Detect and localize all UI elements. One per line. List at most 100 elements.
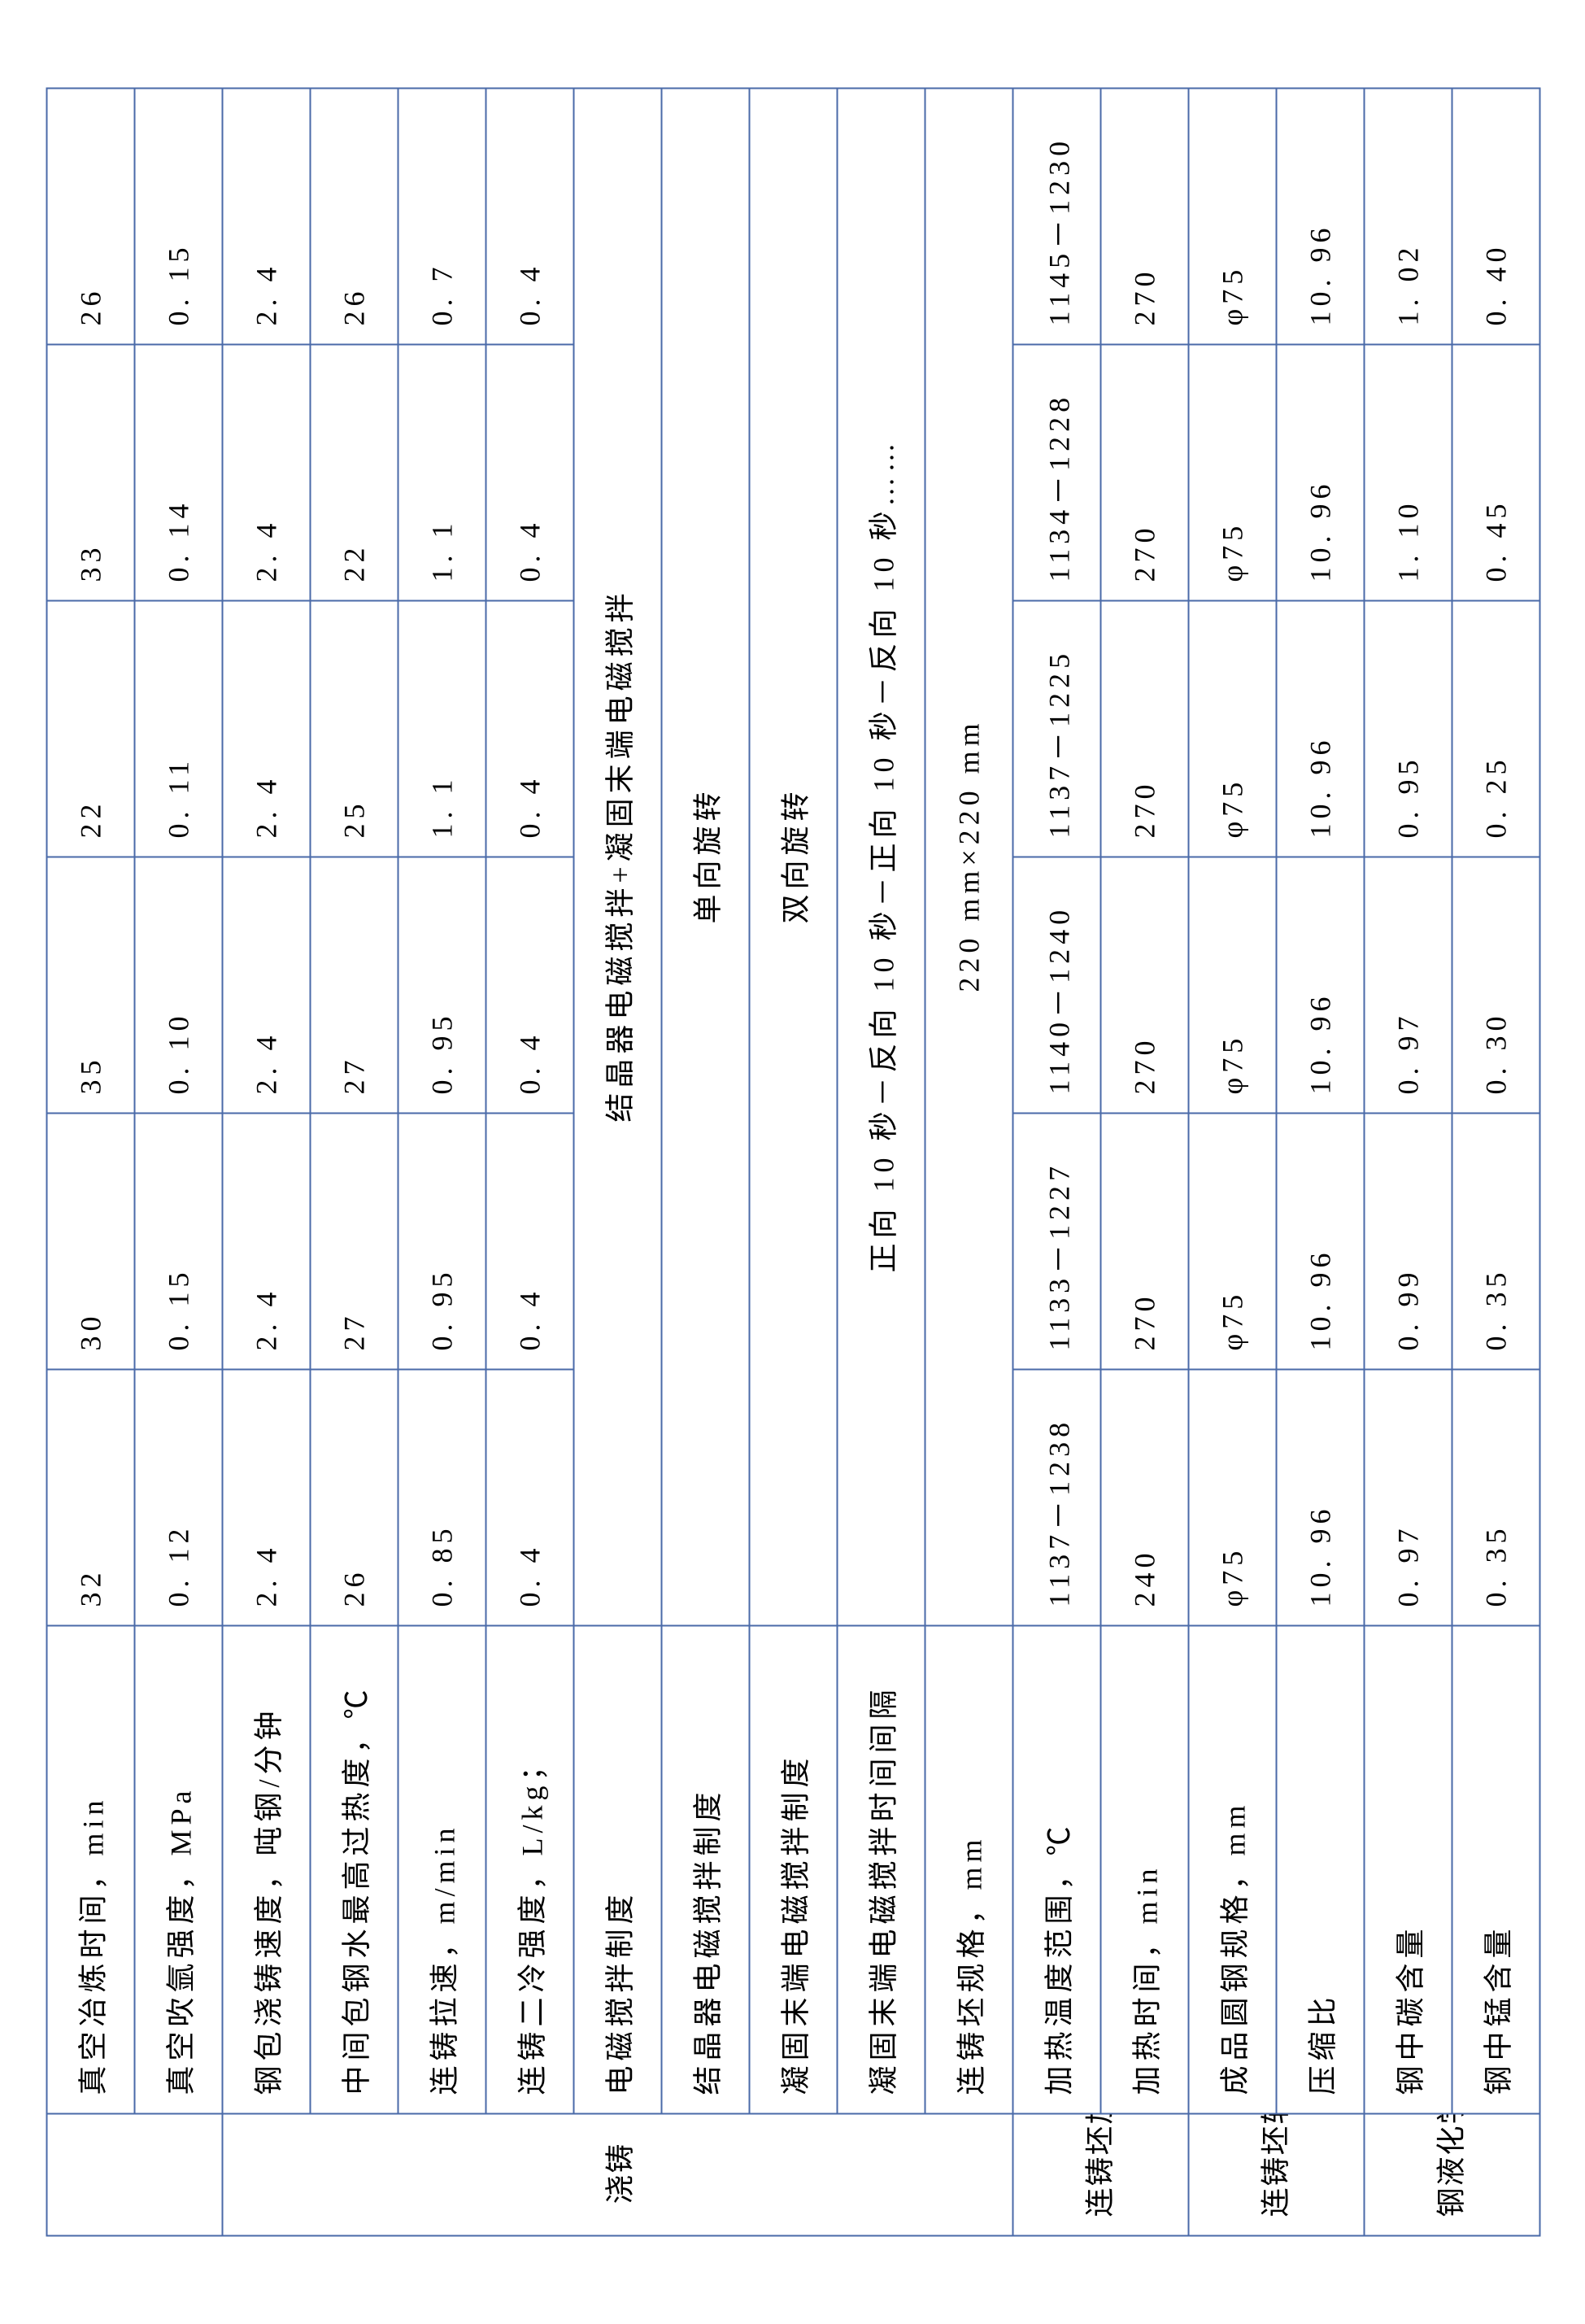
- cell: 0. 10: [134, 857, 222, 1114]
- cell: 1145－1230: [1012, 89, 1100, 345]
- category-chem-label: 钢液化学成分，: [1435, 2114, 1467, 2217]
- param-label: 中间包钢水最高过热度，℃: [310, 1626, 398, 2114]
- cell: 35: [46, 857, 134, 1114]
- param-label: 电磁搅拌制度: [573, 1626, 661, 2114]
- cell: 25: [310, 601, 398, 857]
- cell: 1133－1227: [1012, 1114, 1100, 1370]
- cell: 270: [1100, 1114, 1188, 1370]
- cell: 0. 40: [1452, 89, 1539, 345]
- param-label: 真空吹氩强度，MPa: [134, 1626, 222, 2114]
- cell: 22: [310, 345, 398, 601]
- param-label: 连铸二冷强度，L/kg；: [486, 1626, 573, 2114]
- cell: 0. 15: [134, 1114, 222, 1370]
- category-chem: 钢液化学成分，: [1364, 2114, 1539, 2236]
- param-label: 连铸拉速，m/min: [398, 1626, 486, 2114]
- cell: φ75: [1188, 345, 1276, 601]
- cell: 1. 10: [1364, 345, 1452, 601]
- param-label: 结晶器电磁搅拌制度: [661, 1626, 749, 2114]
- category-roll: 连铸坯轧制: [1188, 2114, 1364, 2236]
- table-row: 凝固末端电磁搅拌时间间隔 正向 10 秒－反向 10 秒－正向 10 秒－反向 …: [837, 89, 925, 2236]
- span-cell: 双向旋转: [749, 89, 837, 1626]
- cell: 0. 4: [486, 601, 573, 857]
- cell: 0. 14: [134, 345, 222, 601]
- table-row: 浇铸 钢包浇铸速度，吨钢/分钟 2. 4 2. 4 2. 4 2. 4 2. 4…: [222, 89, 310, 2236]
- table-row: 连铸拉速，m/min 0. 85 0. 95 0. 95 1. 1 1. 1 0…: [398, 89, 486, 2236]
- table-row: 连铸坯规格，mm 220 mm×220 mm: [925, 89, 1012, 2236]
- span-cell: 结晶器电磁搅拌+凝固末端电磁搅拌: [573, 89, 661, 1626]
- cell: 270: [1100, 89, 1188, 345]
- table-row: 加热时间，min 240 270 270 270 270 270: [1100, 89, 1188, 2236]
- cell: 32: [46, 1370, 134, 1626]
- cell: 22: [46, 601, 134, 857]
- table-row: 真空冶炼时间，min 32 30 35 22 33 26: [46, 89, 134, 2236]
- param-label: 加热时间，min: [1100, 1626, 1188, 2114]
- cell: 2. 4: [222, 89, 310, 345]
- cell: 270: [1100, 601, 1188, 857]
- cell: 2. 4: [222, 345, 310, 601]
- cell: 33: [46, 345, 134, 601]
- cell: 2. 4: [222, 857, 310, 1114]
- cell: 1140－1240: [1012, 857, 1100, 1114]
- cell: 0. 4: [486, 1370, 573, 1626]
- cell: φ75: [1188, 1370, 1276, 1626]
- cell: 10. 96: [1276, 345, 1364, 601]
- cell: 10. 96: [1276, 1114, 1364, 1370]
- cell: 0. 30: [1452, 857, 1539, 1114]
- cell: 26: [46, 89, 134, 345]
- cell: 0. 25: [1452, 601, 1539, 857]
- cell: 1137－1225: [1012, 601, 1100, 857]
- param-label: 加热温度范围，℃: [1012, 1626, 1100, 2114]
- cell: 1134－1228: [1012, 345, 1100, 601]
- table-row: 结晶器电磁搅拌制度 单向旋转: [661, 89, 749, 2236]
- table-row: 连铸二冷强度，L/kg； 0. 4 0. 4 0. 4 0. 4 0. 4 0.…: [486, 89, 573, 2236]
- param-label: 钢中锰含量: [1452, 1626, 1539, 2114]
- cell: 0. 97: [1364, 857, 1452, 1114]
- cell: 1. 1: [398, 601, 486, 857]
- table-row: 钢中锰含量 0. 35 0. 35 0. 30 0. 25 0. 45 0. 4…: [1452, 89, 1539, 2236]
- param-label: 凝固末端电磁搅拌制度: [749, 1626, 837, 2114]
- cell: 0. 97: [1364, 1370, 1452, 1626]
- cell: 0. 85: [398, 1370, 486, 1626]
- cell: 0. 4: [486, 345, 573, 601]
- param-label: 钢包浇铸速度，吨钢/分钟: [222, 1626, 310, 2114]
- category-pour: 浇铸: [222, 2114, 1012, 2236]
- cell: φ75: [1188, 89, 1276, 345]
- cell: 10. 96: [1276, 601, 1364, 857]
- cell: 0. 4: [486, 1114, 573, 1370]
- param-label: 压缩比: [1276, 1626, 1364, 2114]
- cell: 1. 02: [1364, 89, 1452, 345]
- table-row: 电磁搅拌制度 结晶器电磁搅拌+凝固末端电磁搅拌: [573, 89, 661, 2236]
- cell: 0. 4: [486, 857, 573, 1114]
- cell: 10. 96: [1276, 1370, 1364, 1626]
- cell: 0. 95: [1364, 601, 1452, 857]
- cell: 1137－1238: [1012, 1370, 1100, 1626]
- span-cell: 正向 10 秒－反向 10 秒－正向 10 秒－反向 10 秒……: [837, 89, 925, 1626]
- category-reheat-label: 连铸坯加热工艺: [1083, 2114, 1116, 2217]
- cell: 27: [310, 1114, 398, 1370]
- span-cell: 单向旋转: [661, 89, 749, 1626]
- cell: 2. 4: [222, 601, 310, 857]
- cell: 0. 11: [134, 601, 222, 857]
- cell: 240: [1100, 1370, 1188, 1626]
- category-roll-label: 连铸坯轧制: [1259, 2114, 1291, 2217]
- category-blank: [46, 2114, 222, 2236]
- cell: 26: [310, 89, 398, 345]
- table-row: 真空吹氩强度，MPa 0. 12 0. 15 0. 10 0. 11 0. 14…: [134, 89, 222, 2236]
- cell: 0. 15: [134, 89, 222, 345]
- cell: 1. 1: [398, 345, 486, 601]
- cell: 270: [1100, 857, 1188, 1114]
- cell: 0. 35: [1452, 1370, 1539, 1626]
- cell: 0. 45: [1452, 345, 1539, 601]
- cell: 0. 95: [398, 1114, 486, 1370]
- table-row: 钢液化学成分， 钢中碳含量 0. 97 0. 99 0. 97 0. 95 1.…: [1364, 89, 1452, 2236]
- table-row: 连铸坯轧制 成品圆钢规格，mm φ75 φ75 φ75 φ75 φ75 φ75: [1188, 89, 1276, 2236]
- cell: φ75: [1188, 601, 1276, 857]
- cell: 10. 96: [1276, 89, 1364, 345]
- category-reheat: 连铸坯加热工艺: [1012, 2114, 1188, 2236]
- param-label: 真空冶炼时间，min: [46, 1626, 134, 2114]
- param-label: 连铸坯规格，mm: [925, 1626, 1012, 2114]
- cell: 270: [1100, 345, 1188, 601]
- cell: 0. 12: [134, 1370, 222, 1626]
- cell: 30: [46, 1114, 134, 1370]
- process-table: 真空冶炼时间，min 32 30 35 22 33 26 真空吹氩强度，MPa …: [46, 88, 1540, 2237]
